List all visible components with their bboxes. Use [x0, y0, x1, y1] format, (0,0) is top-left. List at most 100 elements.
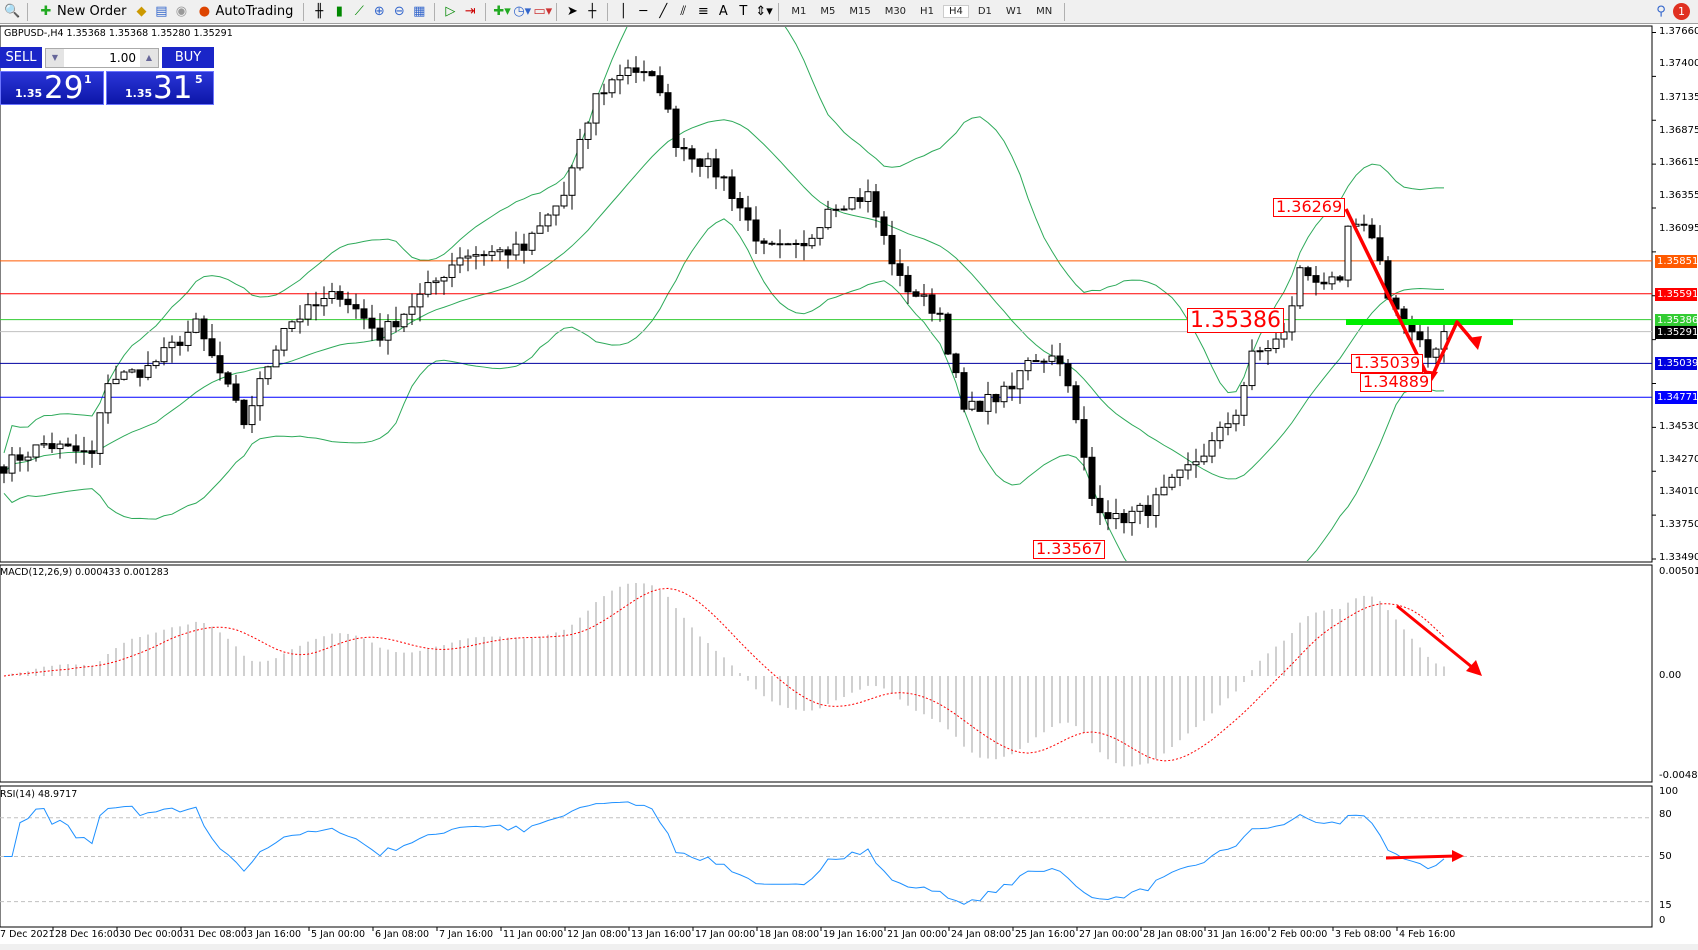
rsi-level-50: 50 [1659, 851, 1672, 862]
candle-body [1040, 360, 1048, 363]
macd-arrow [1396, 604, 1479, 674]
candle-body [1056, 355, 1064, 365]
candle-body [48, 443, 56, 450]
price-axis-label: 1.36095 [1659, 223, 1698, 235]
candle-body [368, 317, 376, 329]
candle-body [1208, 440, 1216, 457]
notification-badge[interactable]: 1 [1673, 3, 1690, 20]
search-icon[interactable]: ⚲ [1656, 3, 1666, 19]
price-axis-label: 1.34010 [1659, 486, 1698, 498]
annotation-resistance[interactable]: 1.35386 [1187, 308, 1284, 334]
annotation-low[interactable]: 1.34889 [1360, 373, 1433, 392]
candle-body [344, 298, 352, 306]
buy-button[interactable]: BUY [162, 47, 214, 68]
horizontal-line-icon[interactable]: ─ [639, 3, 648, 19]
vertical-line-icon[interactable]: │ [619, 3, 628, 19]
bar-chart-icon[interactable]: ╫ [315, 3, 324, 19]
candle-body [384, 321, 392, 341]
candle-body [1224, 423, 1232, 428]
text-label-icon[interactable]: T [739, 3, 748, 19]
candle-body [472, 254, 480, 257]
candle-body [16, 454, 24, 461]
zoom-icon[interactable]: 🔍 [4, 3, 21, 19]
candle-body [952, 353, 960, 374]
candle-body [1072, 385, 1080, 421]
candle-body [1424, 339, 1432, 358]
candle-body [64, 443, 72, 447]
templates-icon[interactable]: ▭▾ [533, 3, 553, 19]
market-watch-icon[interactable]: ◆ [136, 3, 147, 19]
candle-body [520, 243, 528, 251]
sell-button[interactable]: SELL [0, 47, 42, 68]
candle-body [504, 249, 512, 256]
candle-body [24, 456, 32, 461]
trendline-icon[interactable]: ╱ [659, 3, 668, 19]
price-level-label: 1.35291 [1655, 325, 1698, 339]
timeframe-h4[interactable]: H4 [942, 5, 969, 18]
candle-body [608, 79, 616, 94]
new-order-button[interactable]: ✚ New Order [35, 1, 129, 23]
text-icon[interactable]: A [718, 3, 728, 19]
timeframe-m15[interactable]: M15 [849, 6, 871, 17]
candle-body [1296, 267, 1304, 307]
indicators-icon[interactable]: ✚▾ [493, 3, 511, 19]
lot-increase-button[interactable]: ▲ [140, 49, 158, 67]
arrow-head-icon [1466, 660, 1482, 676]
arrows-icon[interactable]: ⇕▾ [755, 3, 773, 19]
lot-size-input[interactable]: ▼ 1.00 ▲ [45, 48, 159, 68]
candle-body [1416, 331, 1424, 341]
candlestick-icon[interactable]: ▮ [335, 3, 343, 19]
timeframe-w1[interactable]: W1 [1005, 6, 1023, 17]
macd-signal-line [3, 587, 1445, 762]
signals-icon[interactable]: ◉ [175, 3, 188, 19]
candle-body [1216, 426, 1224, 442]
date-axis-label: 5 Jan 00:00 [311, 929, 366, 940]
buy-price[interactable]: 1.35 31 5 [106, 70, 214, 106]
data-window-icon[interactable]: ▤ [155, 3, 168, 19]
fibonacci-icon[interactable]: ≡ [697, 3, 709, 19]
candle-body [696, 158, 704, 167]
annotation-bottom[interactable]: 1.33567 [1033, 540, 1106, 559]
timeframe-m1[interactable]: M1 [791, 6, 807, 17]
candle-body [112, 378, 120, 385]
date-axis-label: 13 Jan 16:00 [631, 929, 692, 940]
autotrading-button[interactable]: ● AutoTrading [193, 1, 296, 23]
date-axis-label: 21 Jan 00:00 [887, 929, 948, 940]
candle-body [1312, 275, 1320, 283]
price-level-label: 1.35851 [1655, 254, 1698, 268]
price-axis-label: 1.36875 [1659, 124, 1698, 136]
auto-scroll-icon[interactable]: ▷ [445, 3, 456, 19]
candle-body [440, 276, 448, 282]
candle-body [1344, 225, 1352, 281]
periods-icon[interactable]: ◷▾ [513, 3, 532, 19]
arrow-head-icon [1468, 336, 1482, 350]
chart-shift-icon[interactable]: ⇥ [464, 3, 476, 19]
candle-body [984, 393, 992, 412]
zoom-in-icon[interactable]: ⊕ [373, 3, 385, 19]
zoom-out-icon[interactable]: ⊖ [393, 3, 405, 19]
tile-windows-icon[interactable]: ▦ [413, 3, 426, 19]
lot-decrease-button[interactable]: ▼ [46, 49, 64, 67]
candle-body [904, 274, 912, 293]
timeframe-d1[interactable]: D1 [977, 6, 992, 17]
price-axis-label: 1.36615 [1659, 157, 1698, 169]
annotation-high[interactable]: 1.36269 [1273, 198, 1346, 217]
candle-body [1288, 305, 1296, 333]
macd-zero-label: 0.00 [1659, 670, 1682, 681]
timeframe-h1[interactable]: H1 [920, 6, 934, 17]
date-axis-label: 31 Jan 16:00 [1207, 929, 1268, 940]
equidistant-channel-icon[interactable]: ⫽ [680, 3, 687, 19]
candle-body [888, 234, 896, 265]
sell-price[interactable]: 1.35 29 1 [0, 70, 104, 106]
candle-body [128, 369, 136, 373]
crosshair-icon[interactable]: ┼ [588, 3, 597, 19]
timeframe-m5[interactable]: M5 [820, 6, 836, 17]
timeframe-m30[interactable]: M30 [884, 6, 907, 17]
candle-body [208, 338, 216, 357]
timeframe-mn[interactable]: MN [1036, 6, 1053, 17]
annotation-support[interactable]: 1.35039 [1351, 354, 1424, 373]
cursor-icon[interactable]: ➤ [566, 3, 578, 19]
line-chart-icon[interactable]: ⟋ [354, 3, 364, 19]
rsi-level-100: 100 [1659, 786, 1679, 797]
